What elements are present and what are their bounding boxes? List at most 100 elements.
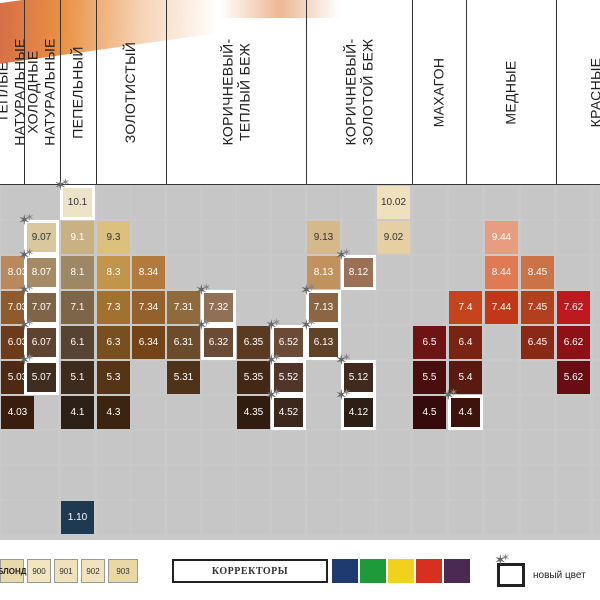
color-grid: 10.110.029.079.19.39.139.029.448.038.078… bbox=[0, 176, 600, 540]
empty-cell bbox=[237, 466, 270, 499]
color-swatch: 5.3 bbox=[97, 361, 130, 394]
header-korichnevy-teply-bezh: КОРИЧНЕВЫЙ- ТЕПЛЫЙ БЕЖ bbox=[218, 38, 252, 146]
legend-blond-label: БЛОНД bbox=[0, 559, 26, 583]
empty-cell bbox=[557, 431, 590, 464]
legend: БЛОНД 900 901 902 903 КОРРЕКТОРЫ новый ц… bbox=[0, 548, 600, 600]
corrector-swatch bbox=[360, 559, 386, 583]
new-color-star-icon bbox=[442, 386, 464, 403]
empty-cell bbox=[272, 501, 305, 534]
legend-new-color-label: новый цвет bbox=[533, 570, 586, 581]
empty-cell bbox=[272, 221, 305, 254]
empty-cell bbox=[521, 431, 554, 464]
new-color-frame bbox=[271, 395, 306, 430]
empty-cell bbox=[237, 186, 270, 219]
new-color-star-icon bbox=[300, 281, 322, 298]
header-divider bbox=[24, 0, 25, 185]
empty-cell bbox=[449, 186, 482, 219]
empty-cell bbox=[521, 361, 554, 394]
new-color-star-icon bbox=[18, 316, 40, 333]
color-swatch: 6.5 bbox=[413, 326, 446, 359]
empty-cell bbox=[485, 361, 518, 394]
empty-cell bbox=[132, 431, 165, 464]
empty-cell bbox=[307, 501, 340, 534]
empty-cell bbox=[25, 431, 58, 464]
new-color-star-icon bbox=[195, 316, 217, 333]
empty-cell bbox=[272, 186, 305, 219]
new-color-frame bbox=[24, 255, 59, 290]
color-swatch: 4.03 bbox=[1, 396, 34, 429]
empty-cell bbox=[97, 501, 130, 534]
color-swatch: 8.44 bbox=[485, 256, 518, 289]
empty-cell bbox=[449, 501, 482, 534]
empty-cell bbox=[485, 431, 518, 464]
new-color-star-icon bbox=[265, 386, 287, 403]
empty-cell bbox=[237, 221, 270, 254]
empty-cell bbox=[272, 431, 305, 464]
color-swatch: 1.10 bbox=[61, 501, 94, 534]
header-divider bbox=[556, 0, 557, 185]
header-krasnye: КРАСНЫЕ bbox=[587, 57, 600, 127]
empty-cell bbox=[557, 501, 590, 534]
empty-cell bbox=[202, 466, 235, 499]
new-color-frame bbox=[201, 325, 236, 360]
new-color-frame bbox=[341, 255, 376, 290]
color-swatch: 6.3 bbox=[97, 326, 130, 359]
empty-cell bbox=[557, 186, 590, 219]
header-divider bbox=[60, 0, 61, 185]
empty-cell bbox=[25, 466, 58, 499]
header-zolotisty: ЗОЛОТИСТЫЙ bbox=[122, 41, 139, 143]
color-swatch: 8.1 bbox=[61, 256, 94, 289]
empty-cell bbox=[202, 186, 235, 219]
empty-cell bbox=[593, 186, 600, 219]
empty-cell bbox=[61, 466, 94, 499]
header-pepelny: ПЕПЕЛЬНЫЙ bbox=[69, 45, 86, 139]
empty-cell bbox=[593, 466, 600, 499]
empty-cell bbox=[307, 186, 340, 219]
header-holodnye-naturalnye: ХОЛОДНЫЕ НАТУРАЛЬНЫЕ bbox=[25, 38, 58, 146]
new-color-frame bbox=[24, 220, 59, 255]
new-color-frame bbox=[341, 360, 376, 395]
new-color-star-icon bbox=[335, 351, 357, 368]
empty-cell bbox=[413, 431, 446, 464]
empty-cell bbox=[377, 501, 410, 534]
header-mednye: МЕДНЫЕ bbox=[502, 59, 519, 125]
empty-cell bbox=[521, 221, 554, 254]
color-swatch: 4.3 bbox=[97, 396, 130, 429]
empty-cell bbox=[272, 466, 305, 499]
empty-cell bbox=[97, 186, 130, 219]
color-swatch: 5.62 bbox=[557, 361, 590, 394]
new-color-star-icon bbox=[335, 386, 357, 403]
empty-cell bbox=[167, 221, 200, 254]
new-color-star-icon bbox=[335, 246, 357, 263]
color-swatch: 4.1 bbox=[61, 396, 94, 429]
empty-cell bbox=[593, 396, 600, 429]
empty-cell bbox=[413, 256, 446, 289]
empty-cell bbox=[202, 361, 235, 394]
empty-cell bbox=[342, 466, 375, 499]
header-mahagon: МАХАГОН bbox=[430, 57, 447, 127]
empty-cell bbox=[202, 431, 235, 464]
empty-cell bbox=[97, 466, 130, 499]
empty-cell bbox=[521, 186, 554, 219]
empty-cell bbox=[132, 466, 165, 499]
empty-cell bbox=[377, 361, 410, 394]
color-swatch: 7.45 bbox=[521, 291, 554, 324]
empty-cell bbox=[377, 326, 410, 359]
corrector-swatch bbox=[388, 559, 414, 583]
empty-cell bbox=[413, 221, 446, 254]
corrector-swatch bbox=[416, 559, 442, 583]
empty-cell bbox=[377, 396, 410, 429]
empty-cell bbox=[593, 501, 600, 534]
new-color-star-icon bbox=[18, 351, 40, 368]
empty-cell bbox=[557, 256, 590, 289]
new-color-frame bbox=[201, 290, 236, 325]
empty-cell bbox=[377, 431, 410, 464]
empty-cell bbox=[237, 431, 270, 464]
empty-cell bbox=[521, 396, 554, 429]
new-color-star-icon bbox=[18, 211, 40, 228]
color-swatch: 9.1 bbox=[61, 221, 94, 254]
empty-cell bbox=[132, 221, 165, 254]
empty-cell bbox=[593, 326, 600, 359]
new-color-star-icon bbox=[195, 281, 217, 298]
color-swatch: 5.1 bbox=[61, 361, 94, 394]
